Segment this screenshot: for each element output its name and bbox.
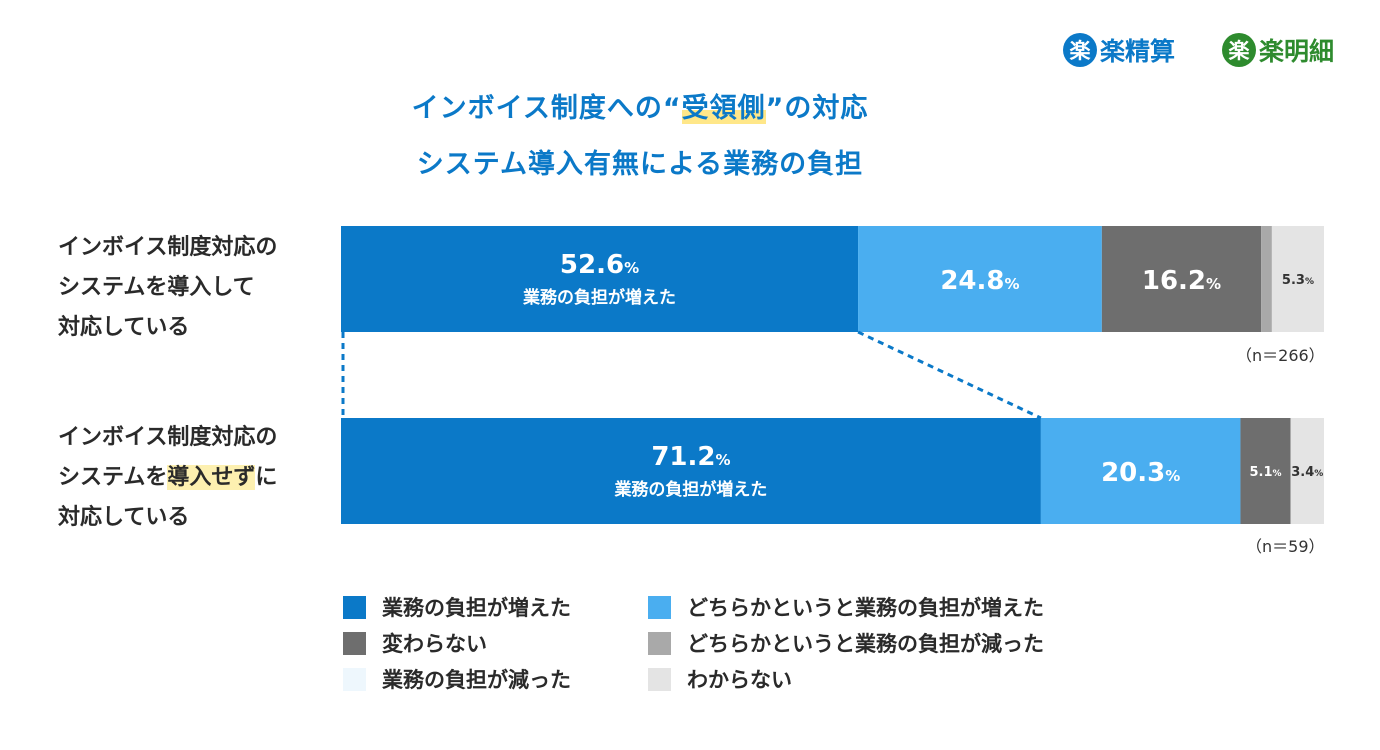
legend-label: どちらかというと業務の負担が増えた — [687, 596, 1044, 620]
row-label-without-system: インボイス制度対応の システムを導入せずに 対応している — [58, 418, 277, 538]
legend-swatch — [343, 631, 366, 655]
bar-segment — [341, 226, 859, 332]
bar-segment — [1271, 226, 1324, 332]
legend-item: 変わらない — [343, 628, 487, 658]
sample-size-label: （n＝266） — [1236, 346, 1325, 365]
title-text: インボイス制度への“ — [411, 93, 682, 124]
row-label-line: システムを導入せずに — [58, 458, 277, 498]
data-sublabel: 業務の負担が増えた — [523, 287, 676, 308]
legend-item: 業務の負担が増えた — [343, 592, 571, 622]
data-label: 5.3% — [1282, 273, 1314, 288]
legend-swatch — [648, 631, 671, 655]
legend-label: 業務の負担が増えた — [382, 596, 571, 620]
sample-size-label: （n＝59） — [1246, 537, 1325, 556]
legend-swatch — [648, 667, 671, 691]
legend-swatch — [648, 595, 671, 619]
data-label: 71.2% — [651, 442, 730, 472]
row-label-text: に — [255, 465, 278, 490]
legend-label: 変わらない — [382, 632, 487, 656]
row-label-highlight: 導入せず — [167, 465, 256, 490]
title-text: ”の対応 — [765, 93, 869, 124]
bar-segment — [858, 226, 1102, 332]
legend-item: わからない — [648, 664, 792, 694]
data-label: 52.6% — [560, 250, 639, 280]
connector-line-right — [857, 330, 1042, 420]
bar-segment — [1261, 226, 1272, 332]
row-label-line: システムを導入して — [58, 275, 255, 300]
chart-title-line2: システム導入有無による業務の負担 — [416, 149, 864, 180]
bar-segment — [1040, 418, 1241, 524]
bar-segment — [1101, 226, 1262, 332]
row-label-line: インボイス制度対応の — [58, 425, 278, 450]
bar-segment — [1240, 418, 1291, 524]
data-label: 24.8% — [940, 266, 1019, 296]
data-sublabel: 業務の負担が増えた — [614, 479, 767, 500]
title-highlight: 受領側 — [681, 93, 766, 124]
legend-item: どちらかというと業務の負担が減った — [648, 628, 1044, 658]
rakuraku-seisan-logo: 楽 楽精算 — [1063, 32, 1175, 68]
bar-segment — [1290, 418, 1324, 524]
row-label-text: システムを — [58, 465, 168, 490]
data-label: 20.3% — [1101, 458, 1180, 488]
row-label-with-system: インボイス制度対応の システムを導入して 対応している — [58, 228, 277, 348]
legend-label: 業務の負担が減った — [382, 668, 571, 692]
logo-badge: 楽 — [1063, 33, 1097, 67]
logo-text: 楽精算 — [1100, 37, 1176, 66]
legend-label: わからない — [687, 668, 792, 692]
rakuraku-meisai-logo: 楽 楽明細 — [1222, 32, 1334, 68]
data-label: 16.2% — [1142, 266, 1221, 296]
data-label: 5.1% — [1249, 465, 1281, 480]
row-label-line: インボイス制度対応の — [58, 235, 278, 260]
legend-item: 業務の負担が減った — [343, 664, 571, 694]
row-label-line: 対応している — [58, 315, 190, 340]
row-label-line: 対応している — [58, 505, 190, 530]
data-label: 3.4% — [1291, 465, 1323, 480]
bar-segment — [341, 418, 1041, 524]
logo-text: 楽明細 — [1259, 37, 1335, 66]
legend-swatch — [343, 667, 366, 691]
legend-label: どちらかというと業務の負担が減った — [687, 632, 1044, 656]
legend-swatch — [343, 595, 366, 619]
legend-item: どちらかというと業務の負担が増えた — [648, 592, 1044, 622]
chart-title-line1: インボイス制度への“受領側”の対応 — [0, 86, 1330, 125]
logo-badge: 楽 — [1222, 33, 1256, 67]
